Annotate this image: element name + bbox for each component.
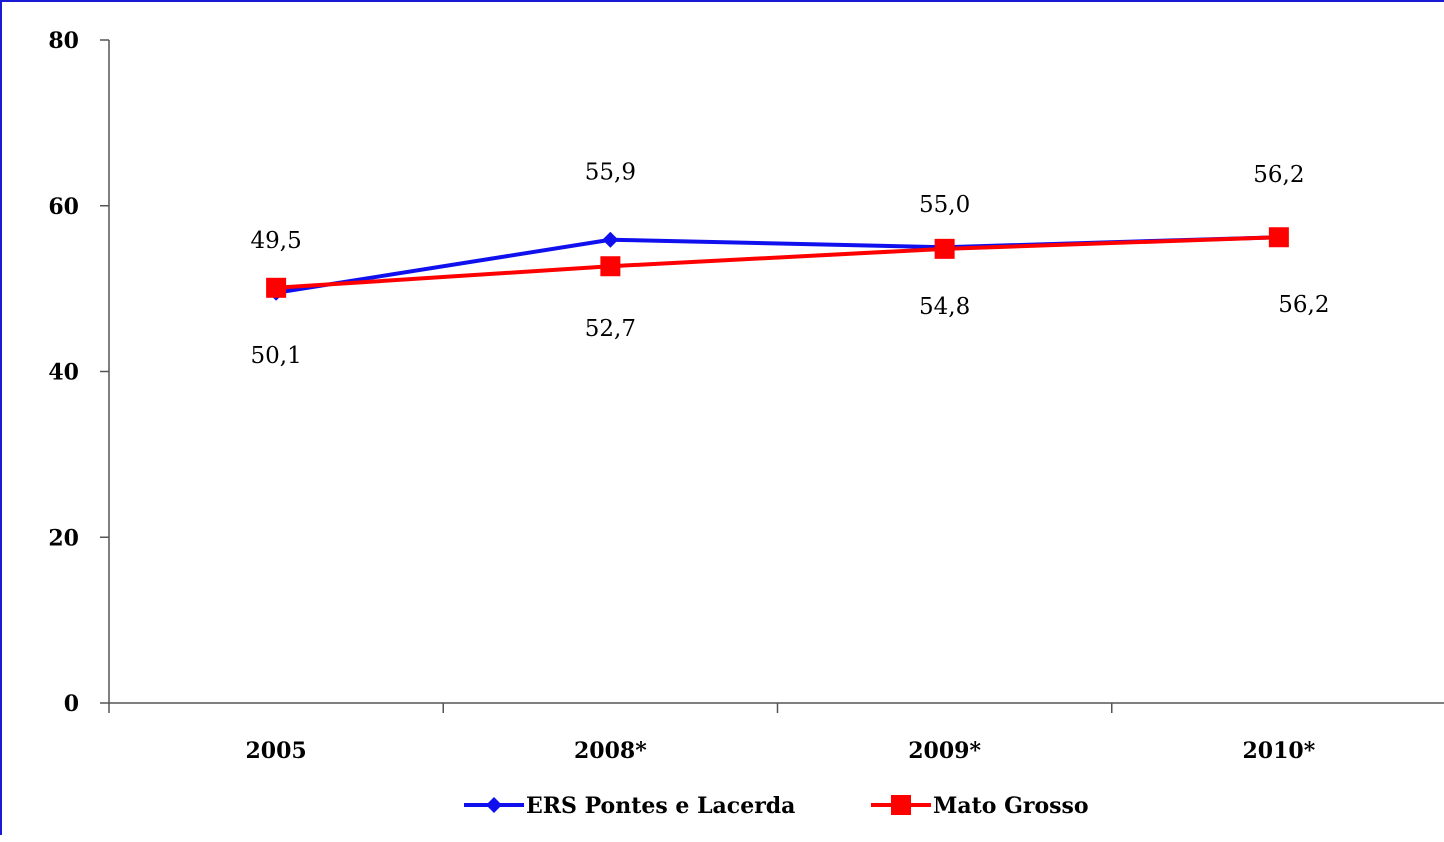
data-label: 54,8: [919, 294, 970, 320]
legend-label: ERS Pontes e Lacerda: [526, 793, 795, 819]
legend-label: Mato Grosso: [933, 793, 1089, 819]
y-tick-label: 40: [48, 360, 79, 386]
x-tick-label: 2009*: [908, 738, 981, 764]
point-marker-square: [934, 238, 955, 259]
y-tick-label: 80: [48, 28, 79, 54]
series-line-mato-grosso: [275, 235, 1279, 290]
y-tick-label: 20: [48, 525, 79, 551]
data-label: 50,1: [251, 343, 302, 369]
legend-marker-diamond: [486, 797, 502, 813]
y-tick-label: 60: [48, 194, 79, 220]
series-line-ers-pontes-e-lacerda: [275, 235, 1279, 295]
data-label: 56,2: [1278, 292, 1329, 318]
point-marker-diamond: [602, 231, 619, 248]
legend-marker-square: [891, 795, 911, 815]
x-tick-label: 2010*: [1243, 738, 1316, 764]
point-marker-square: [266, 277, 287, 298]
point-marker-square: [1268, 227, 1289, 248]
legend: ERS Pontes e Lacerda Mato Grosso: [464, 793, 1089, 819]
x-tick-label: 2005: [246, 738, 307, 764]
x-tick-label: 2008*: [574, 738, 647, 764]
y-tick-label: 0: [64, 691, 79, 717]
data-label: 56,2: [1253, 162, 1304, 188]
data-label: 55,0: [919, 192, 970, 218]
series-layer: [266, 227, 1289, 301]
data-label: 55,9: [585, 160, 636, 186]
point-marker-square: [600, 256, 621, 277]
data-label: 52,7: [585, 316, 636, 342]
data-labels: 49,5 55,9 55,0 56,2 50,1 52,7 54,8 56,2: [251, 160, 1330, 369]
axes: 0 20 40 60 80 2005 2008* 2009* 2010*: [48, 28, 1444, 764]
data-label: 49,5: [251, 228, 302, 254]
